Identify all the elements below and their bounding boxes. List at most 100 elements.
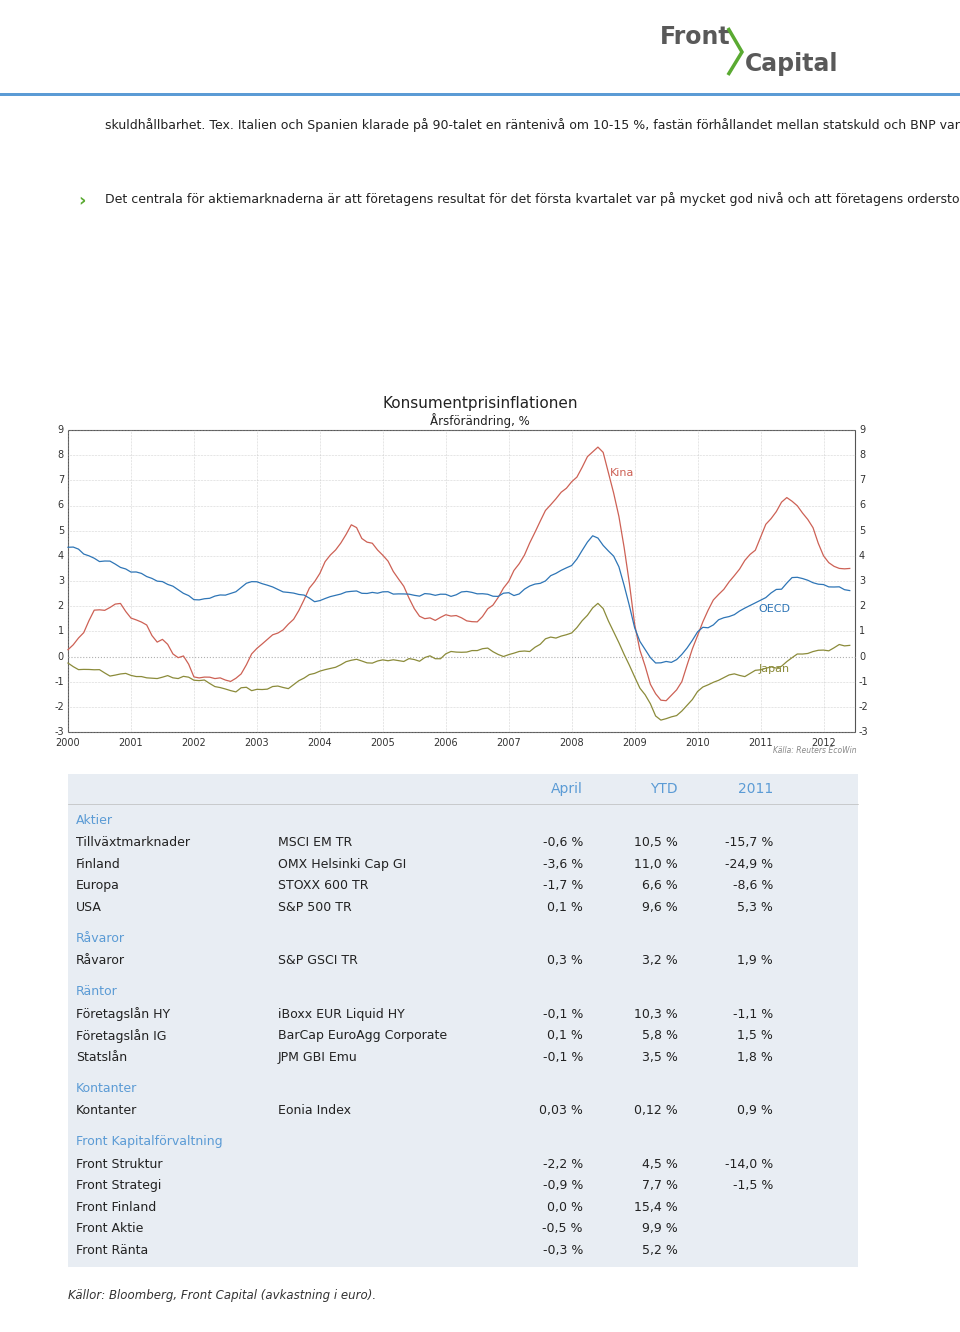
- Text: 4: 4: [58, 551, 64, 561]
- Text: Kontanter: Kontanter: [76, 1082, 137, 1095]
- Text: Källor: Bloomberg, Front Capital (avkastning i euro).: Källor: Bloomberg, Front Capital (avkast…: [68, 1289, 376, 1301]
- Text: 7,7 %: 7,7 %: [642, 1179, 678, 1192]
- Text: 0: 0: [859, 651, 865, 662]
- Text: Front Finland: Front Finland: [76, 1200, 156, 1213]
- Text: -1: -1: [55, 677, 64, 687]
- Text: iBoxx EUR Liquid HY: iBoxx EUR Liquid HY: [278, 1008, 405, 1020]
- Text: -14,0 %: -14,0 %: [725, 1158, 773, 1171]
- Text: Front Kapitalförvaltning: Front Kapitalförvaltning: [76, 1135, 223, 1148]
- Text: 4: 4: [859, 551, 865, 561]
- Text: 0,1 %: 0,1 %: [547, 900, 583, 914]
- Text: Kina: Kina: [611, 468, 635, 478]
- Text: 1: 1: [58, 626, 64, 637]
- Text: -1: -1: [859, 677, 869, 687]
- Text: Japan: Japan: [758, 665, 789, 674]
- Text: Finland: Finland: [76, 858, 121, 871]
- Text: 4,5 %: 4,5 %: [642, 1158, 678, 1171]
- Text: 15,4 %: 15,4 %: [635, 1200, 678, 1213]
- Text: -2: -2: [55, 702, 64, 711]
- Text: 6: 6: [58, 501, 64, 510]
- Text: April: April: [551, 782, 583, 797]
- Text: 2: 2: [58, 601, 64, 611]
- Text: 0,3 %: 0,3 %: [547, 954, 583, 967]
- Text: -0,9 %: -0,9 %: [542, 1179, 583, 1192]
- Bar: [68, 430, 855, 733]
- Text: 0,1 %: 0,1 %: [547, 1030, 583, 1042]
- Text: 3,5 %: 3,5 %: [642, 1051, 678, 1064]
- Text: 2011: 2011: [737, 782, 773, 797]
- Text: Det centrala för aktiemarknaderna är att företagens resultat för det första kvar: Det centrala för aktiemarknaderna är att…: [105, 192, 960, 206]
- Text: 10,3 %: 10,3 %: [635, 1008, 678, 1020]
- Text: 0,12 %: 0,12 %: [635, 1104, 678, 1118]
- Text: Årsförändring, %: Årsförändring, %: [430, 413, 530, 428]
- Text: Front: Front: [660, 25, 731, 49]
- Text: Kontanter: Kontanter: [76, 1104, 137, 1118]
- Text: 8: 8: [58, 450, 64, 460]
- Bar: [0, 93, 960, 96]
- Text: 1,9 %: 1,9 %: [737, 954, 773, 967]
- Text: 5,8 %: 5,8 %: [642, 1030, 678, 1042]
- Text: Front Struktur: Front Struktur: [76, 1158, 162, 1171]
- Text: 1: 1: [859, 626, 865, 637]
- Text: 0,9 %: 0,9 %: [737, 1104, 773, 1118]
- Text: 2012: 2012: [811, 738, 836, 749]
- Text: 2010: 2010: [685, 738, 709, 749]
- Text: 9,9 %: 9,9 %: [642, 1223, 678, 1235]
- Text: 2005: 2005: [371, 738, 396, 749]
- Text: 2000: 2000: [56, 738, 81, 749]
- Text: 2009: 2009: [622, 738, 647, 749]
- Text: MSCI EM TR: MSCI EM TR: [278, 836, 352, 850]
- Text: Front Strategi: Front Strategi: [76, 1179, 161, 1192]
- Text: Statslån: Statslån: [76, 1051, 127, 1064]
- Text: 1,8 %: 1,8 %: [737, 1051, 773, 1064]
- Text: YTD: YTD: [650, 782, 678, 797]
- Text: 2004: 2004: [307, 738, 332, 749]
- Text: -2: -2: [859, 702, 869, 711]
- Text: 8: 8: [859, 450, 865, 460]
- Text: Konsumentprisinflationen: Konsumentprisinflationen: [382, 396, 578, 412]
- Text: -0,1 %: -0,1 %: [542, 1008, 583, 1020]
- Text: Källa: Reuters EcoWin: Källa: Reuters EcoWin: [774, 746, 857, 755]
- Text: 0: 0: [58, 651, 64, 662]
- Text: 10,5 %: 10,5 %: [635, 836, 678, 850]
- Text: -24,9 %: -24,9 %: [725, 858, 773, 871]
- Text: 6: 6: [859, 501, 865, 510]
- Text: Räntor: Räntor: [76, 984, 118, 998]
- Text: 2007: 2007: [496, 738, 521, 749]
- Text: S&P GSCI TR: S&P GSCI TR: [278, 954, 358, 967]
- Text: Företagslån HY: Företagslån HY: [76, 1007, 170, 1022]
- Text: USA: USA: [76, 900, 102, 914]
- Text: -1,1 %: -1,1 %: [732, 1008, 773, 1020]
- Text: Råvaror: Råvaror: [76, 954, 125, 967]
- Text: Aktier: Aktier: [76, 814, 113, 826]
- Text: OECD: OECD: [758, 603, 790, 614]
- Text: 3: 3: [58, 575, 64, 586]
- Text: ›: ›: [78, 192, 85, 210]
- Text: 2002: 2002: [181, 738, 206, 749]
- Text: 0,03 %: 0,03 %: [540, 1104, 583, 1118]
- Text: -3: -3: [55, 727, 64, 737]
- Text: -15,7 %: -15,7 %: [725, 836, 773, 850]
- Text: 5,3 %: 5,3 %: [737, 900, 773, 914]
- Bar: [68, 774, 858, 1267]
- Text: 9: 9: [58, 425, 64, 436]
- Text: 11,0 %: 11,0 %: [635, 858, 678, 871]
- Text: -2,2 %: -2,2 %: [542, 1158, 583, 1171]
- Text: 2: 2: [859, 601, 865, 611]
- Text: JPM GBI Emu: JPM GBI Emu: [278, 1051, 358, 1064]
- Text: 5: 5: [859, 526, 865, 535]
- Text: 3: 3: [859, 575, 865, 586]
- Text: 7: 7: [58, 476, 64, 485]
- Text: Eonia Index: Eonia Index: [278, 1104, 351, 1118]
- Text: 2006: 2006: [434, 738, 458, 749]
- Text: -0,6 %: -0,6 %: [542, 836, 583, 850]
- Text: 2011: 2011: [748, 738, 773, 749]
- Text: 3,2 %: 3,2 %: [642, 954, 678, 967]
- Text: -1,7 %: -1,7 %: [542, 879, 583, 892]
- Text: Tillväxtmarknader: Tillväxtmarknader: [76, 836, 190, 850]
- Text: 2001: 2001: [119, 738, 143, 749]
- Text: BarCap EuroAgg Corporate: BarCap EuroAgg Corporate: [278, 1030, 447, 1042]
- Text: 0,0 %: 0,0 %: [547, 1200, 583, 1213]
- Text: 7: 7: [859, 476, 865, 485]
- Text: -3,6 %: -3,6 %: [542, 858, 583, 871]
